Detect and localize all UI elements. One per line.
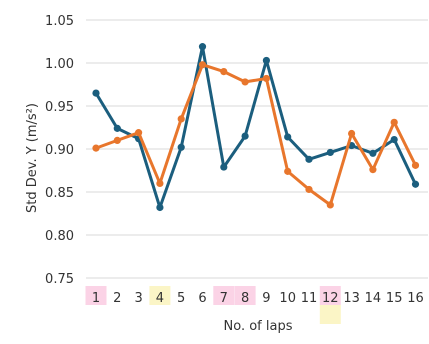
x-tick-label: 12 [322,291,339,306]
x-tick-label: 10 [279,291,296,306]
series-1-point [156,203,164,212]
y-tick-label: 0.75 [45,272,74,287]
series-1-line [94,45,417,209]
y-axis-label: Std Dev. Y (m/s²) [25,103,40,213]
x-tick-label: 11 [301,291,318,306]
series-2-point [113,136,121,144]
series-2-point [92,144,100,152]
y-tick-label: 1.00 [45,57,74,72]
x-tick-label: 7 [220,291,228,306]
y-tick-label: 0.95 [45,100,74,115]
x-tick-label: 9 [262,291,270,306]
series-2-point [411,161,420,169]
series-1-point [369,149,377,157]
series-2-point [326,201,334,209]
x-tick-label: 3 [134,291,142,306]
series-2-point [135,129,143,137]
series-1-point [177,143,185,151]
tick-highlight-8-3 [234,286,256,305]
series-2-point [284,167,292,175]
series-2-point [241,78,249,86]
series-1-point [411,180,420,188]
y-tick-label: 0.90 [45,143,74,158]
series [92,43,420,212]
series-2-point [220,68,228,76]
tick-highlight-7-2 [213,286,235,305]
x-tick-label: 16 [407,291,424,306]
series-2 [92,61,420,209]
x-tick-label: 5 [177,291,185,306]
y-tick-label: 0.80 [45,229,74,244]
x-tick-label: 15 [386,291,403,306]
x-tick-label: 6 [198,291,206,306]
series-2-point [348,129,356,138]
series-1-point [220,163,228,171]
x-tick-label: 14 [365,291,382,306]
series-2-point [262,74,270,83]
x-axis-ticks: 1 2 3 4 5 6 7 8 9 10 11 12 13 14 15 16 [92,291,424,306]
series-2-line [94,63,417,207]
series-1-point [113,124,121,132]
series-1 [92,43,420,212]
series-2-point [198,61,207,69]
x-tick-label: 2 [113,291,121,306]
series-2-point [305,185,313,194]
x-tick-label: 8 [241,291,249,306]
tick-highlight-12-5 [319,305,341,324]
series-1-point [262,56,270,65]
y-tick-label: 0.85 [45,186,74,201]
series-2-point [369,166,377,174]
series-1-point [305,155,313,163]
series-1-point [241,132,249,140]
series-1-point [390,135,398,144]
x-tick-label: 13 [343,291,360,306]
x-tick-label: 1 [92,291,100,306]
y-axis-ticks: 0.75 0.80 0.85 0.90 0.95 1.00 1.05 [45,14,74,287]
series-1-point [326,148,334,157]
series-1-point [92,89,100,97]
series-1-point [198,43,207,51]
x-tick-label: 4 [156,291,164,306]
series-2-point [156,179,164,187]
series-2-point [390,118,398,126]
x-axis-label: No. of laps [224,319,293,334]
series-2-point [177,115,185,123]
series-1-point [284,133,292,141]
tick-highlight-1-0 [85,286,107,305]
tick-highlights [85,286,341,324]
y-tick-label: 1.05 [45,14,74,29]
tick-highlight-4-1 [149,286,171,305]
tick-highlight-12-4 [319,286,341,305]
gridlines [86,19,428,279]
